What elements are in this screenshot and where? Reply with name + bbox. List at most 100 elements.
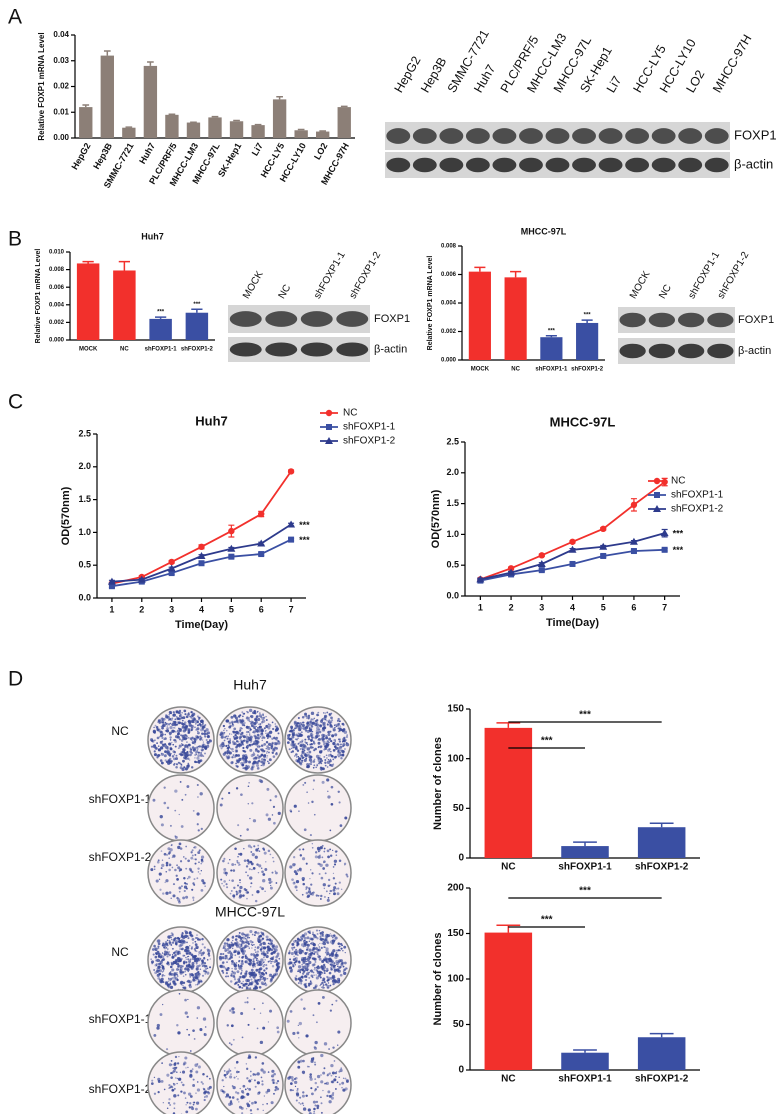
colony [204, 730, 207, 733]
colony [177, 1094, 180, 1097]
blot-band [465, 128, 490, 144]
colony [161, 965, 165, 968]
colony [342, 1088, 346, 1092]
colony [162, 958, 166, 961]
colony [323, 946, 326, 948]
colony [230, 720, 234, 724]
colony [253, 845, 256, 848]
colony [170, 712, 172, 715]
colony [315, 734, 319, 739]
colony [195, 1107, 198, 1111]
colony [204, 973, 206, 975]
colony [260, 755, 262, 757]
colony [295, 726, 298, 729]
x-tick-label: 5 [229, 604, 234, 614]
colony [306, 743, 309, 746]
colony [240, 733, 242, 736]
colony [178, 1056, 180, 1058]
colony [199, 939, 201, 941]
colony [196, 756, 200, 760]
x-tick-label: 3 [539, 602, 544, 612]
blot-band [336, 342, 369, 357]
colony [163, 754, 167, 758]
colony [198, 950, 202, 955]
colony [225, 975, 227, 978]
colony [308, 948, 312, 952]
colony [297, 727, 302, 732]
colony [166, 962, 169, 965]
colony [168, 731, 172, 735]
colony [257, 844, 260, 847]
row-label: NC [111, 724, 129, 738]
colony [159, 734, 163, 737]
row-label: NC [111, 945, 129, 959]
colony [277, 732, 280, 735]
colony [329, 1095, 333, 1098]
legend-label: shFOXP1-2 [343, 436, 396, 447]
colony [310, 738, 313, 742]
colony [168, 942, 172, 946]
colony [163, 852, 167, 856]
x-tick-label: 3 [169, 604, 174, 614]
colony [195, 972, 198, 975]
colony [287, 741, 290, 744]
colony [178, 738, 181, 741]
colony [222, 859, 225, 863]
colony [161, 971, 164, 973]
colony [334, 863, 336, 866]
colony [295, 738, 298, 741]
error-bar [496, 924, 521, 933]
colony [191, 961, 195, 965]
colony [254, 979, 258, 983]
colony [288, 730, 291, 733]
colony [246, 933, 250, 937]
colony [277, 741, 281, 745]
colony [301, 1094, 305, 1098]
colony [338, 1083, 341, 1086]
colony [244, 1001, 247, 1004]
blot-band [625, 157, 650, 173]
colony [239, 879, 241, 882]
colony [195, 750, 199, 754]
colony [157, 954, 161, 958]
plate [284, 989, 352, 1057]
colony [184, 1056, 188, 1060]
y-tick-label: 0.004 [49, 302, 65, 308]
colony [164, 721, 167, 724]
colony [324, 764, 327, 767]
colony [203, 957, 206, 960]
colony [251, 947, 253, 949]
colony [328, 747, 331, 751]
colony [254, 978, 256, 980]
colony [293, 804, 297, 808]
colony [325, 960, 328, 963]
colony [204, 752, 206, 755]
colony [290, 725, 294, 729]
colony [324, 759, 327, 762]
colony [178, 842, 182, 846]
colony [267, 947, 271, 952]
blot-band [465, 157, 490, 173]
colony [252, 752, 256, 756]
colony [160, 979, 164, 983]
colony [262, 873, 266, 876]
colony [331, 734, 335, 738]
colony [161, 724, 165, 728]
colony [185, 887, 188, 890]
colony [298, 969, 302, 973]
colony [333, 756, 337, 759]
colony [204, 967, 208, 971]
colony [161, 733, 164, 736]
colony [164, 881, 166, 884]
colony [338, 859, 342, 862]
error-bar [649, 822, 674, 828]
colony [243, 945, 247, 949]
panel-label: D [8, 668, 23, 691]
blot-band [619, 343, 646, 359]
blot-band [598, 157, 623, 173]
colony [166, 748, 168, 750]
colony [171, 741, 173, 744]
colony [270, 957, 274, 961]
colony [247, 1023, 250, 1026]
colony [187, 743, 191, 746]
